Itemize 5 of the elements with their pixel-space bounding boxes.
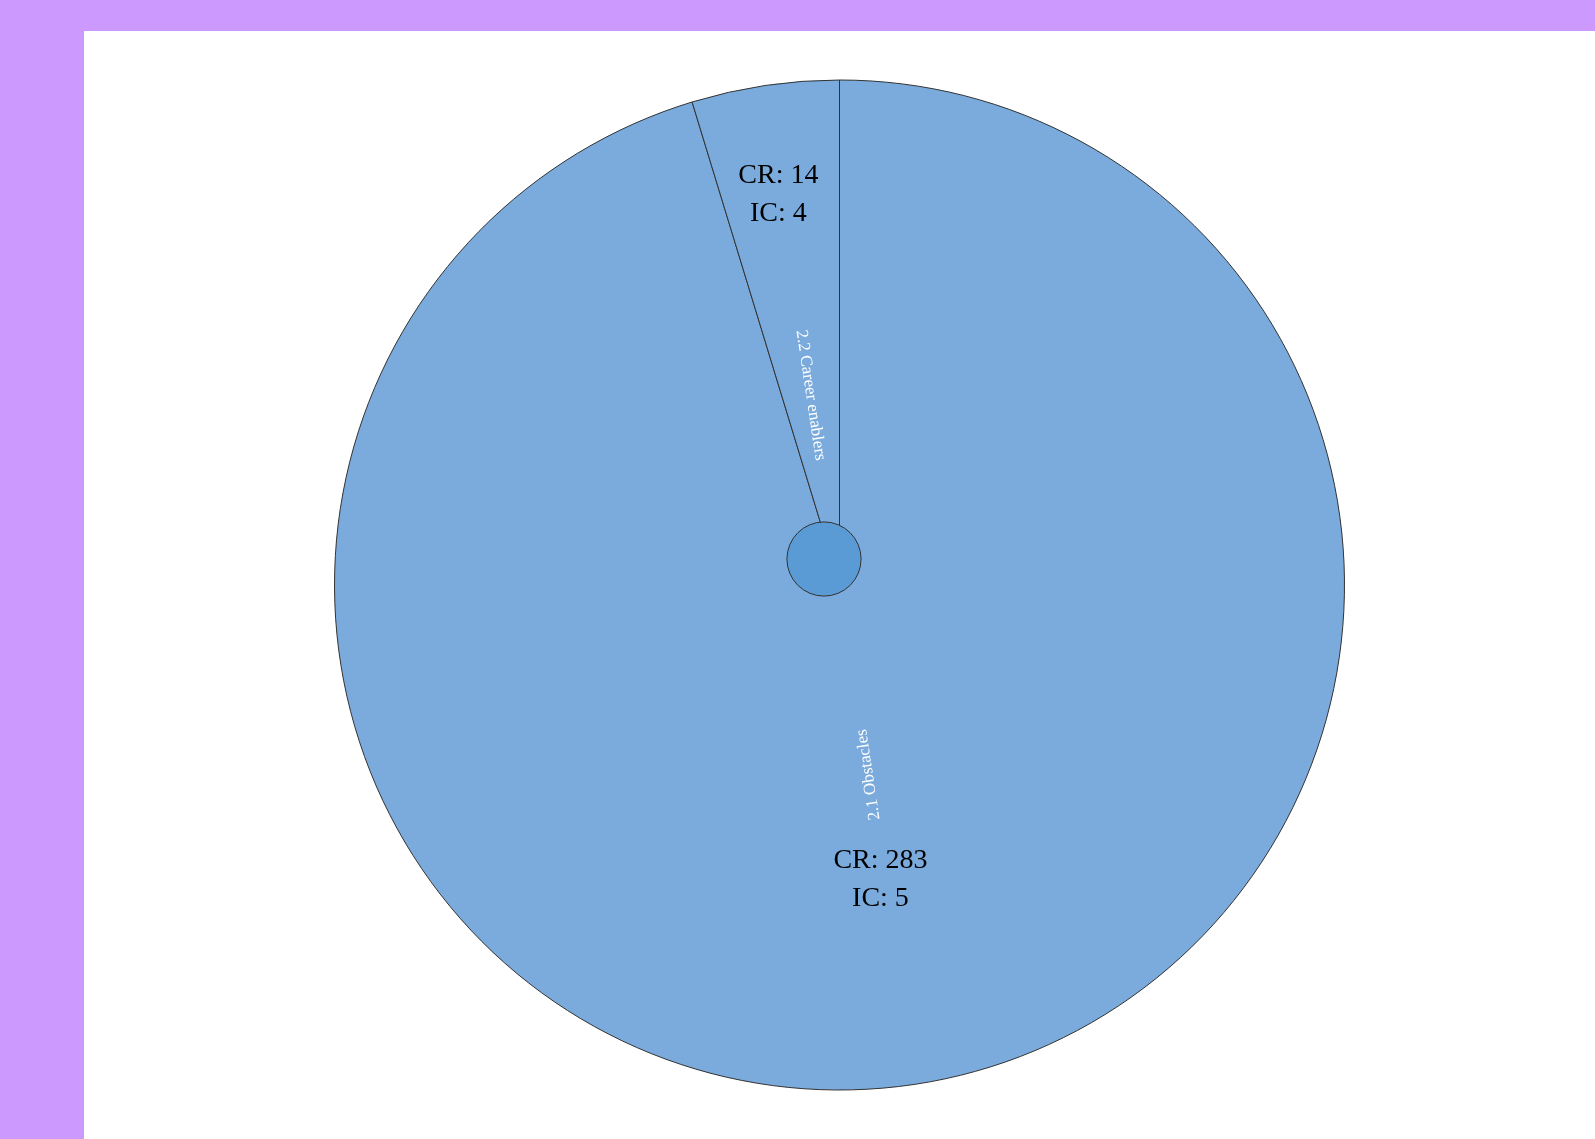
data-label: CR: 14 IC: 4 xyxy=(738,158,819,228)
pie-slice xyxy=(334,79,1345,1091)
slice-label: 2.2 Career enablers xyxy=(792,328,831,462)
data-label: CR: 283 IC: 5 xyxy=(833,842,928,912)
slice-label: 2.1 Obstacles xyxy=(851,728,884,822)
